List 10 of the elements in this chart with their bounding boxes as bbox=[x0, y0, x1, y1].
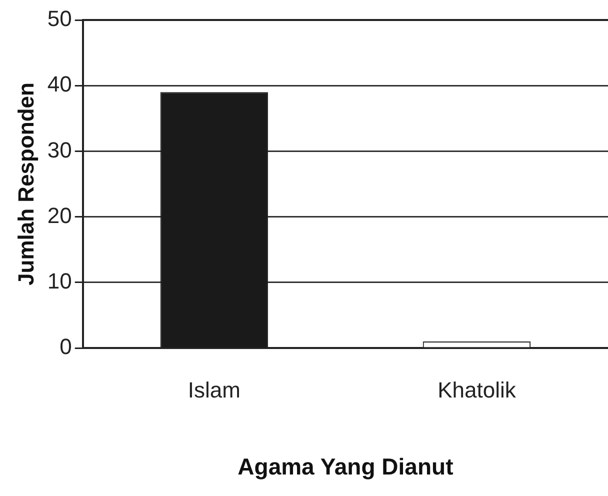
x-tick-label: Islam bbox=[188, 377, 240, 402]
y-tick-label: 10 bbox=[47, 268, 72, 294]
y-tick-label: 20 bbox=[47, 202, 72, 228]
y-tick-label: 0 bbox=[60, 334, 72, 360]
y-axis-title: Jumlah Responden bbox=[13, 82, 38, 286]
y-tick-label: 40 bbox=[47, 72, 72, 97]
y-tick-label: 50 bbox=[47, 6, 72, 32]
x-tick-label: Khatolik bbox=[438, 377, 517, 402]
x-axis-title: Agama Yang Dianut bbox=[238, 454, 454, 480]
y-tick-label: 30 bbox=[47, 137, 72, 162]
